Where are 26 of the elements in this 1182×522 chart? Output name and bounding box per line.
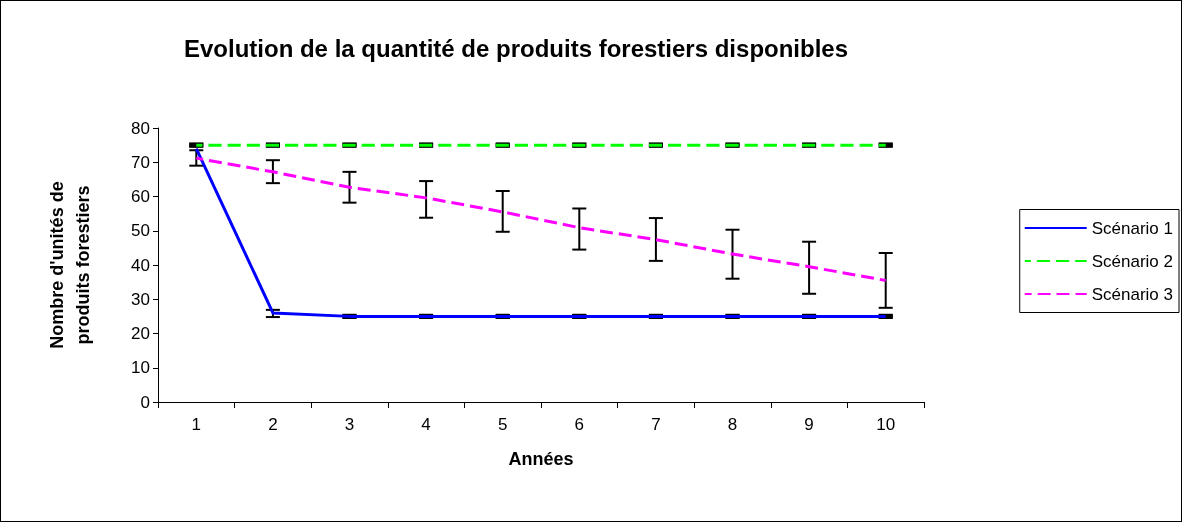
- y-tick-label: 20: [131, 324, 150, 343]
- x-tick-label: 5: [497, 415, 508, 434]
- x-tick-label: 6: [574, 415, 585, 434]
- chart-title: Evolution de la quantité de produits forestiers disponibles: [183, 34, 849, 62]
- x-tick-label: 3: [344, 415, 355, 434]
- x-tick-label: 1: [191, 415, 202, 434]
- y-axis-title: Nombre d'unités de produits forestiers: [47, 181, 93, 349]
- y-tick-label: 70: [131, 152, 150, 172]
- legend-label: Scénario 1: [1091, 218, 1174, 238]
- y-tick-label: 30: [131, 289, 150, 309]
- x-axis-title: Années: [508, 449, 574, 469]
- legend-label: Scénario 3: [1091, 284, 1174, 304]
- y-tick-label: 0: [140, 392, 150, 412]
- y-tick-label: 50: [131, 221, 150, 241]
- y-tick-label: 10: [131, 358, 150, 378]
- x-tick-label: 10: [876, 415, 896, 434]
- x-tick-label: 2: [268, 415, 278, 434]
- x-tick-label: 4: [421, 415, 431, 434]
- line-series: [194, 156, 888, 282]
- y-tick-label: 40: [131, 255, 150, 275]
- x-tick-label: 8: [727, 415, 738, 434]
- x-tick-label: 9: [804, 415, 814, 434]
- legend-label: Scénario 2: [1091, 251, 1174, 271]
- x-tick-label: 7: [651, 415, 661, 434]
- y-tick-label: 60: [131, 187, 150, 206]
- y-tick-label: 80: [131, 118, 150, 138]
